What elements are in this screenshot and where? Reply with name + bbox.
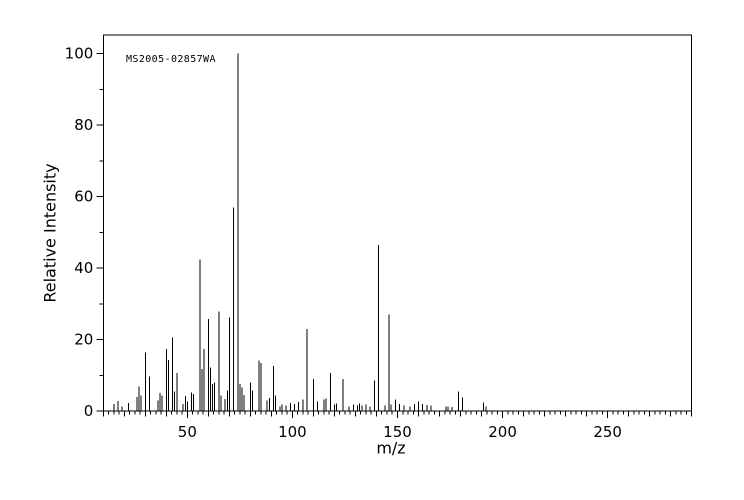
y-tick-label: 80	[74, 116, 93, 134]
x-axis-ticks	[102, 411, 693, 418]
x-axis-title: m/z	[376, 438, 406, 458]
y-tick-label: 60	[74, 188, 93, 206]
spectrum-id-label: MS2005-02857WA	[126, 54, 216, 65]
spectrum-peaks	[113, 53, 487, 411]
y-tick-label: 20	[74, 331, 93, 349]
x-tick-label: 250	[593, 423, 622, 441]
y-axis-ticks	[96, 53, 104, 412]
plot-frame	[102, 34, 693, 412]
y-tick-label: 0	[84, 402, 94, 420]
x-tick-label: 100	[278, 423, 307, 441]
x-tick-label: 50	[178, 423, 197, 441]
x-tick-label: 150	[383, 423, 412, 441]
y-tick-label: 40	[74, 259, 93, 277]
x-tick-label: 200	[488, 423, 517, 441]
y-axis-title: Relative Intensity	[40, 163, 60, 303]
y-tick-label: 100	[65, 45, 94, 63]
